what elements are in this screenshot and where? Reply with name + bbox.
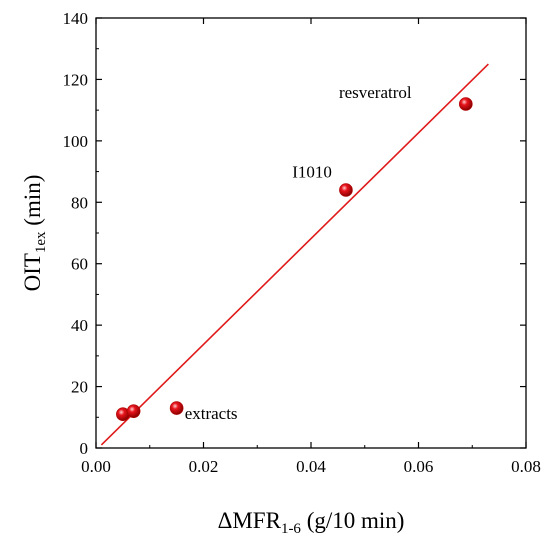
x-axis-title-unit: (g/10 min) bbox=[301, 508, 405, 533]
x-tick-label: 0.06 bbox=[404, 457, 434, 476]
plot-frame bbox=[95, 17, 527, 449]
x-tick-label: 0.08 bbox=[511, 457, 541, 476]
data-points bbox=[116, 97, 473, 422]
x-tick-label: 0.04 bbox=[296, 457, 326, 476]
y-tick-label: 40 bbox=[71, 316, 88, 335]
axes: 0.00 0.02 0.04 0.06 0.08 0 20 40 60 80 100 120 140 ΔM… bbox=[20, 9, 541, 537]
data-point bbox=[458, 97, 473, 111]
x-axis-title-main: ΔMFR bbox=[218, 508, 282, 533]
y-tick-label: 120 bbox=[63, 70, 89, 89]
data-point bbox=[169, 401, 184, 415]
x-tick-label: 0.00 bbox=[81, 457, 111, 476]
fit-line-group bbox=[100, 63, 489, 446]
data-point bbox=[339, 183, 353, 197]
fit-line bbox=[100, 63, 489, 446]
x-axis-title-sub: 1-6 bbox=[281, 521, 301, 537]
y-tick-label: 140 bbox=[63, 9, 89, 28]
y-tick-label: 100 bbox=[63, 132, 89, 151]
y-tick-label: 20 bbox=[71, 378, 88, 397]
annotations: extracts I1010 resveratrol bbox=[185, 83, 412, 423]
x-tick-label: 0.02 bbox=[189, 457, 219, 476]
y-axis-title-unit: (min) bbox=[20, 175, 45, 232]
x-axis-title: ΔMFR1-6 (g/10 min) bbox=[218, 508, 405, 537]
data-point bbox=[126, 404, 141, 418]
y-axis-title-main: OIT bbox=[20, 253, 45, 291]
annotation-label: I1010 bbox=[292, 163, 332, 182]
y-tick-label: 0 bbox=[80, 439, 89, 458]
y-tick-label: 60 bbox=[71, 255, 88, 274]
y-axis-title-sub: 1ex bbox=[33, 231, 49, 253]
y-axis-title: OIT1ex (min) bbox=[20, 175, 49, 292]
annotation-label: resveratrol bbox=[339, 83, 412, 102]
y-tick-label: 80 bbox=[71, 193, 88, 212]
annotation-label: extracts bbox=[185, 404, 238, 423]
